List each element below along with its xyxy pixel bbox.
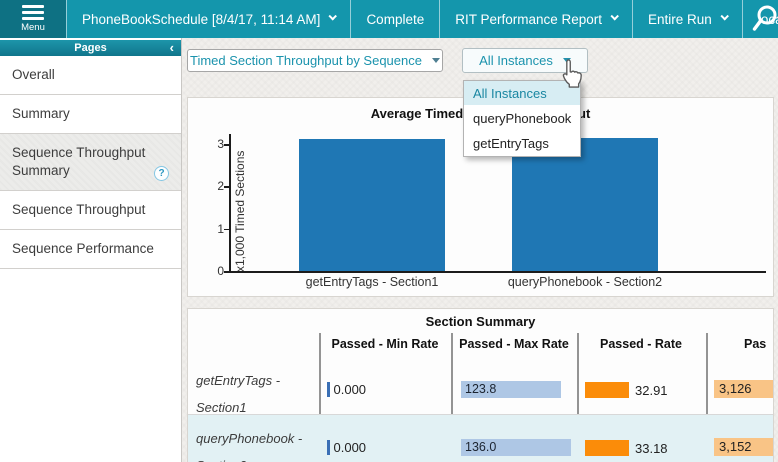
table-row-queryphonebook-section2: queryPhonebook - Section2 0.000 136.0 33.18… — [188, 414, 773, 462]
search-icon[interactable] — [750, 2, 778, 36]
topbar-item-phonebookschedule-8-4-17-11-14-am[interactable]: PhoneBookSchedule [8/4/17, 11:14 AM] — [66, 0, 350, 38]
instance-select[interactable]: All Instances — [462, 48, 588, 73]
table-column-divider — [706, 333, 708, 462]
chart-y-axis-label: x1,000 Timed Sections — [233, 150, 247, 272]
count-bar: 3,152 — [714, 438, 773, 456]
sidebar-item-label: Overall — [12, 67, 55, 82]
table-row-getentrytags-section1: getEntryTags - Section1 0.000 123.8 32.91 3,… — [188, 357, 773, 415]
menu-button[interactable]: Menu — [0, 0, 66, 38]
sidebar-item-sequence-throughput[interactable]: Sequence Throughput — [0, 191, 181, 230]
top-nav: PhoneBookSchedule [8/4/17, 11:14 AM] Comp… — [66, 0, 778, 38]
sidebar-item-summary[interactable]: Summary — [0, 95, 181, 134]
chart-bar-queryphonebook-section2 — [512, 138, 658, 271]
report-type-select-value: Timed Section Throughput by Sequence — [190, 53, 422, 68]
sidebar-header: Pages ‹ — [0, 40, 181, 56]
main-content: Timed Section Throughput by Sequence All… — [182, 38, 778, 462]
y-tick-mark — [224, 144, 229, 146]
rate-bar — [585, 382, 629, 398]
y-tick-mark — [224, 271, 229, 273]
y-tick-mark — [224, 186, 229, 188]
x-category-label: getEntryTags - Section1 — [305, 275, 439, 289]
report-type-select[interactable]: Timed Section Throughput by Sequence — [187, 49, 443, 72]
row-label: getEntryTags - Section1 — [196, 373, 281, 415]
x-axis-line — [229, 271, 766, 273]
sidebar-item-overall[interactable]: Overall — [0, 56, 181, 95]
instance-select-value: All Instances — [479, 53, 553, 68]
cell-passed-max-rate: 136.0 — [461, 439, 571, 456]
y-axis-line — [229, 134, 231, 273]
help-icon[interactable]: ? — [154, 166, 169, 181]
cell-passed-count: 3,152 — [714, 438, 773, 456]
topbar-item-label: RIT Performance Report — [455, 11, 603, 27]
chevron-down-icon — [610, 12, 619, 21]
sidebar-collapse-icon[interactable]: ‹ — [169, 40, 174, 55]
y-tick-label: 0 — [217, 264, 224, 278]
topbar-item-label: Complete — [366, 11, 425, 27]
cell-passed-rate: 32.91 — [585, 382, 668, 398]
menu-item-queryphonebook[interactable]: queryPhonebook — [473, 111, 572, 126]
menu-item-getentrytags[interactable]: getEntryTags — [473, 136, 549, 151]
topbar-item-label: PhoneBookSchedule [8/4/17, 11:14 AM] — [82, 11, 321, 27]
cell-passed-min-rate: 0.000 — [327, 439, 366, 456]
x-category-label: queryPhonebook - Section2 — [507, 275, 663, 289]
column-header-passed-min-rate: Passed - Min Rate — [331, 337, 439, 351]
chart-bar-getentrytags-section1 — [299, 139, 445, 271]
row-label: queryPhonebook - Section2 — [196, 431, 303, 462]
top-bar: Menu PhoneBookSchedule [8/4/17, 11:14 AM… — [0, 0, 778, 38]
column-header-passed-rate: Passed - Rate — [600, 337, 682, 351]
chevron-down-icon — [562, 58, 571, 63]
topbar-item-entire-run[interactable]: Entire Run — [632, 0, 742, 38]
sidebar-items: Overall Summary Sequence Throughput Summar… — [0, 56, 181, 269]
max-rate-bar: 136.0 — [461, 439, 571, 456]
topbar-item-label: Entire Run — [648, 11, 712, 27]
max-rate-bar: 123.8 — [461, 381, 561, 398]
column-header-pas: Pas — [744, 337, 767, 351]
min-rate-value: 0.000 — [333, 440, 367, 455]
rate-value: 32.91 — [635, 382, 668, 398]
table-panel: Section Summary Passed - Min Rate Passed … — [187, 308, 774, 462]
menu-item-all-instances[interactable]: All Instances — [464, 81, 580, 106]
cell-passed-count: 3,126 — [714, 380, 773, 398]
cell-passed-min-rate: 0.000 — [327, 381, 366, 398]
rate-value: 33.18 — [635, 440, 668, 456]
instance-dropdown-menu: All Instances queryPhonebook getEntryTags — [463, 80, 581, 157]
y-tick-label: 2 — [217, 179, 224, 194]
table-column-divider — [577, 333, 579, 462]
min-rate-bar — [327, 382, 330, 397]
sidebar-item-label: Sequence Performance — [12, 241, 154, 256]
y-tick-mark — [224, 228, 229, 231]
sidebar-item-label: Summary — [12, 106, 70, 121]
sidebar-item-sequence-throughput-summary[interactable]: Sequence Throughput Summary? — [0, 134, 181, 191]
topbar-item-complete[interactable]: Complete — [350, 0, 439, 38]
sidebar-item-label: Sequence Throughput Summary — [12, 145, 146, 178]
topbar-item-rit-performance-report[interactable]: RIT Performance Report — [439, 0, 632, 38]
chart-panel: Average Timed Section Throughput x1,000 … — [187, 97, 774, 297]
sidebar: Pages ‹ Overall Summary Sequence Throughpu… — [0, 38, 182, 462]
cell-passed-rate: 33.18 — [585, 440, 668, 456]
menu-button-label: Menu — [21, 22, 45, 33]
chevron-down-icon — [720, 12, 729, 21]
sidebar-item-sequence-performance[interactable]: Sequence Performance — [0, 230, 181, 269]
sidebar-item-label: Sequence Throughput — [12, 202, 146, 217]
min-rate-value: 0.000 — [333, 382, 367, 397]
chevron-down-icon — [328, 12, 338, 21]
rate-bar — [585, 440, 629, 456]
y-tick-label: 1 — [217, 221, 224, 236]
chevron-down-icon — [431, 58, 440, 63]
table-column-divider — [319, 333, 321, 462]
hamburger-icon — [22, 5, 44, 20]
table-title: Section Summary — [425, 314, 536, 329]
column-header-passed-max-rate: Passed - Max Rate — [459, 337, 569, 351]
y-tick-label: 3 — [217, 137, 224, 151]
min-rate-bar — [327, 440, 330, 455]
cell-passed-max-rate: 123.8 — [461, 381, 561, 398]
count-bar: 3,126 — [714, 380, 773, 398]
table-column-divider — [451, 333, 453, 462]
sidebar-header-label: Pages — [74, 42, 107, 54]
